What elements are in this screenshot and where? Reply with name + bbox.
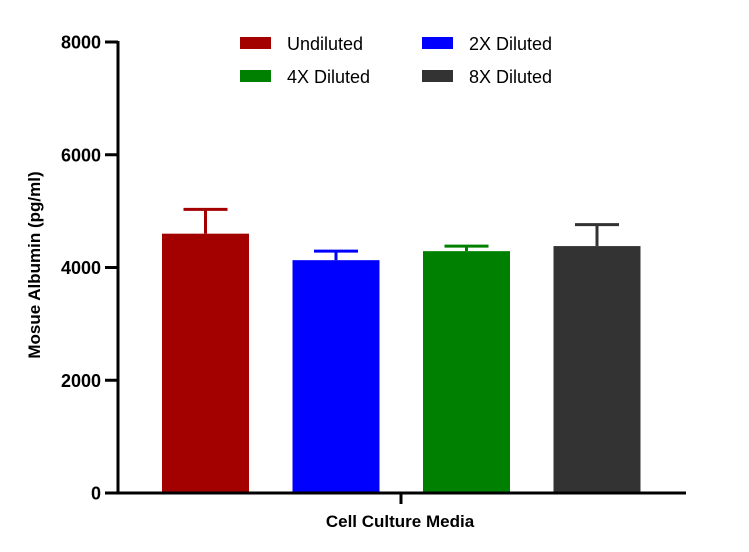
bars bbox=[162, 233, 641, 494]
bar-3 bbox=[423, 251, 510, 493]
bar-1 bbox=[162, 233, 249, 494]
y-tick-label: 6000 bbox=[61, 145, 101, 165]
legend-swatch-3 bbox=[240, 70, 271, 82]
legend-label-1: Undiluted bbox=[287, 34, 363, 54]
legend-label-3: 4X Diluted bbox=[287, 67, 370, 87]
legend-swatch-2 bbox=[422, 37, 453, 49]
y-tick-label: 4000 bbox=[61, 258, 101, 278]
legend: Undiluted 2X Diluted 4X Diluted 8X Diluted bbox=[240, 34, 552, 87]
bar-2 bbox=[292, 260, 380, 493]
bar-4 bbox=[553, 246, 641, 493]
legend-label-2: 2X Diluted bbox=[469, 34, 552, 54]
x-axis-title: Cell Culture Media bbox=[326, 512, 475, 531]
legend-swatch-1 bbox=[240, 37, 271, 49]
y-tick-label: 0 bbox=[91, 484, 101, 504]
legend-swatch-4 bbox=[422, 70, 453, 82]
y-tick-label: 2000 bbox=[61, 371, 101, 391]
x-axis bbox=[116, 491, 686, 504]
y-axis-title: Mosue Albumin (pg/ml) bbox=[25, 171, 44, 358]
error-bars bbox=[183, 207, 619, 261]
legend-label-4: 8X Diluted bbox=[469, 67, 552, 87]
y-axis: 0 2000 4000 6000 8000 bbox=[61, 33, 120, 504]
y-tick-label: 8000 bbox=[61, 33, 101, 53]
